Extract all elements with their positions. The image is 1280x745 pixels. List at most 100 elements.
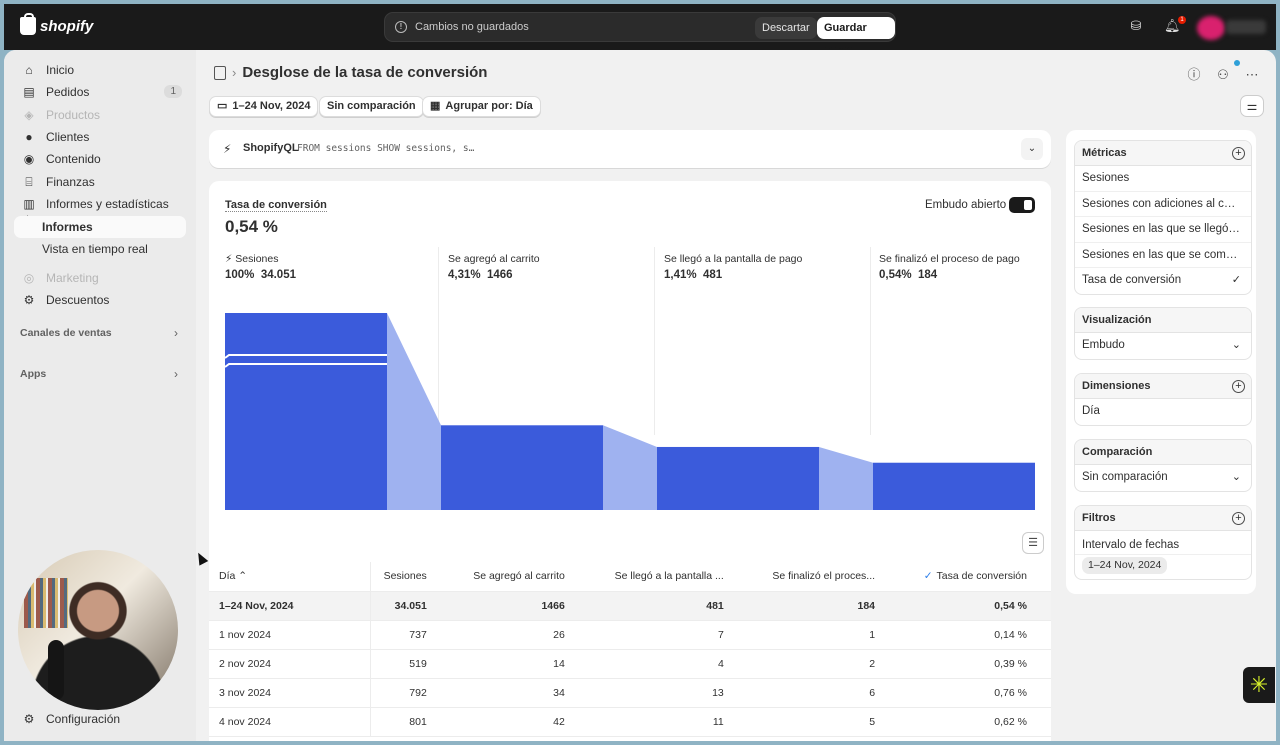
shopifyql-editor[interactable]: ⚡︎ ShopifyQL FROM sessions SHOW sessions…: [209, 130, 1051, 168]
microphone: [48, 640, 64, 700]
table-cell: 34: [450, 678, 589, 708]
stage-pct: 4,31%: [448, 269, 481, 281]
chevron-down-icon[interactable]: ⌄: [1021, 138, 1043, 160]
table-cell: 4 nov 2024: [209, 707, 371, 737]
date-range-button[interactable]: ▭ 1–24 Nov, 2024: [209, 96, 319, 117]
filter-label: Intervalo de fechas: [1075, 531, 1251, 555]
tag-icon: ◈: [24, 108, 34, 122]
apps-heading[interactable]: Apps: [20, 368, 47, 380]
table-cell: 2: [747, 649, 900, 679]
visualization-section: Visualización Embudo ⌄: [1074, 307, 1252, 360]
sidebar-item-inicio[interactable]: ⌂ Inicio: [14, 59, 186, 81]
metric-item[interactable]: Sesiones en las que se comple…: [1075, 243, 1251, 268]
sidebar-item-finanzas[interactable]: ⌸ Finanzas: [14, 171, 186, 193]
sidebar-item-contenido[interactable]: ◉ Contenido: [14, 148, 186, 170]
date-filter-chip[interactable]: 1–24 Nov, 2024: [1082, 557, 1168, 574]
table-cell: 184: [747, 591, 900, 621]
comparison-button[interactable]: Sin comparación: [319, 96, 424, 117]
metric-item[interactable]: Sesiones con adiciones al carr…: [1075, 192, 1251, 217]
group-by-button[interactable]: ▦ Agrupar por: Día: [422, 96, 541, 117]
chart-title: Tasa de conversión: [225, 199, 327, 212]
metric-item[interactable]: Sesiones en las que se llegó a …: [1075, 217, 1251, 243]
chevron-right-icon[interactable]: ›: [174, 326, 178, 340]
sidebar-item-descuentos[interactable]: ⚙ Descuentos: [14, 289, 186, 311]
dimension-item[interactable]: Día: [1082, 405, 1100, 417]
table-header-row: Día ⌃ Sesiones Se agregó al carrito Se l…: [209, 562, 1051, 592]
column-header[interactable]: Se finalizó el proces...: [747, 562, 900, 592]
sidebar-item-label: Vista en tiempo real: [42, 242, 148, 256]
stage-name: Se finalizó el proceso de pago: [879, 253, 1020, 265]
table-cell: 0,14 %: [899, 620, 1051, 650]
table-cell: 792: [370, 678, 451, 708]
funnel-bar[interactable]: [225, 313, 387, 510]
sort-icon[interactable]: ⌃: [238, 570, 248, 583]
visualization-header: Visualización: [1075, 308, 1251, 333]
metric-item[interactable]: Sesiones: [1075, 166, 1251, 192]
sliders-icon[interactable]: ⚌: [1240, 95, 1264, 117]
column-header[interactable]: Sesiones: [370, 562, 451, 592]
info-icon[interactable]: ⓘ: [1187, 67, 1201, 82]
add-filter-icon[interactable]: +: [1232, 512, 1245, 525]
stage-completed: Se finalizó el proceso de pago 0,54% 184: [879, 253, 1020, 281]
chevron-right-icon[interactable]: ›: [174, 367, 178, 381]
table-cell: 42: [450, 707, 589, 737]
sidebar-item-productos[interactable]: ◈ Productos: [14, 104, 186, 126]
share-users-icon[interactable]: ⚇: [1217, 67, 1229, 82]
stage-count: 1466: [487, 269, 513, 281]
add-dimension-icon[interactable]: +: [1232, 380, 1245, 393]
column-header-conversion[interactable]: ✓ Tasa de conversión: [899, 562, 1051, 592]
sales-channels-heading[interactable]: Canales de ventas: [20, 327, 112, 339]
shopifyql-label: ShopifyQL: [243, 142, 299, 154]
table-row: 1 nov 2024 737 26 7 1 0,14 %: [209, 620, 1051, 650]
store-icon[interactable]: ⛁: [1130, 18, 1142, 33]
sidebar-item-informes-estadisticas[interactable]: ▥ Informes y estadísticas: [14, 193, 186, 215]
app-window: ⌂ Inicio ▤ Pedidos 1 ◈ Productos ● Clien…: [4, 50, 1276, 741]
comparison-select[interactable]: Sin comparación ⌄: [1075, 465, 1251, 491]
add-metric-icon[interactable]: +: [1232, 147, 1245, 160]
data-table: Día ⌃ Sesiones Se agregó al carrito Se l…: [209, 562, 1051, 737]
avatar[interactable]: [1197, 16, 1225, 40]
table-cell: 1466: [450, 591, 589, 621]
table-row: 4 nov 2024 801 42 11 5 0,62 %: [209, 707, 1051, 737]
shopify-logo[interactable]: shopify: [20, 13, 93, 35]
metric-item-selected[interactable]: Tasa de conversión ✓: [1075, 268, 1251, 294]
sidebar-item-informes[interactable]: Informes: [14, 216, 186, 238]
report-icon[interactable]: [214, 65, 226, 80]
funnel-bar[interactable]: [441, 425, 603, 510]
column-header[interactable]: Se agregó al carrito: [450, 562, 589, 592]
save-as-button[interactable]: Guardar como: [817, 17, 895, 56]
floating-app-icon[interactable]: ✳: [1243, 667, 1275, 703]
more-actions-icon[interactable]: ⋯: [1245, 67, 1259, 82]
query-code[interactable]: FROM sessions SHOW sessions, s…: [297, 143, 475, 154]
column-header[interactable]: Se llegó a la pantalla ...: [588, 562, 748, 592]
open-funnel-toggle[interactable]: [1009, 197, 1035, 213]
sidebar-item-marketing[interactable]: ◎ Marketing: [14, 267, 186, 289]
filter-chip-row[interactable]: 1–24 Nov, 2024: [1075, 555, 1251, 579]
funnel-bar[interactable]: [873, 462, 1035, 510]
table-cell: 0,62 %: [899, 707, 1051, 737]
store-name-blurred[interactable]: [1226, 20, 1266, 34]
table-view-icon[interactable]: ☰: [1022, 532, 1044, 554]
funnel-bar[interactable]: [657, 446, 819, 510]
funnel-connector: [819, 446, 873, 510]
filters-section: Filtros + Intervalo de fechas 1–24 Nov, 2…: [1074, 505, 1252, 580]
table-cell: 737: [370, 620, 451, 650]
stage-name: Se agregó al carrito: [448, 253, 540, 265]
sidebar-item-clientes[interactable]: ● Clientes: [14, 126, 186, 148]
visualization-select[interactable]: Embudo ⌄: [1075, 333, 1251, 359]
column-header-dia[interactable]: Día ⌃: [209, 562, 371, 592]
gear-icon: ⚙: [23, 712, 35, 726]
sidebar-item-tiempo-real[interactable]: Vista en tiempo real: [14, 238, 186, 260]
stage-count: 184: [918, 269, 938, 281]
report-title: Desglose de la tasa de conversión: [242, 64, 488, 81]
bell-icon[interactable]: 🔔︎: [1164, 18, 1181, 33]
lightning-icon: ⚡︎: [223, 142, 232, 156]
table-cell: 0,54 %: [899, 591, 1051, 621]
discard-button[interactable]: Descartar: [755, 17, 817, 39]
info-icon: !: [395, 21, 407, 33]
sidebar-item-pedidos[interactable]: ▤ Pedidos 1: [14, 81, 186, 103]
sidebar-item-configuracion[interactable]: ⚙ Configuración: [14, 708, 120, 730]
stage-divider: [654, 247, 655, 435]
table-cell: 801: [370, 707, 451, 737]
